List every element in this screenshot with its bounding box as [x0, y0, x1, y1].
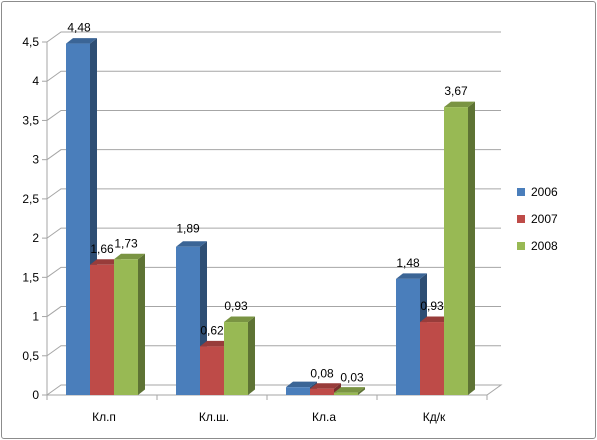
bar-top: [444, 101, 475, 108]
legend-label: 2008: [531, 239, 558, 253]
y-tick-label: 0: [32, 388, 39, 402]
x-tick-label: Кл.ш.: [199, 410, 229, 424]
x-tick-label: Кл.п: [92, 410, 116, 424]
bar: [90, 264, 114, 395]
data-label: 0,93: [420, 299, 444, 313]
y-tick-label: 4,5: [22, 35, 39, 49]
data-label: 1,66: [90, 242, 114, 256]
y-tick-label: 4: [32, 74, 39, 88]
bar-top: [396, 273, 427, 279]
y-tick-label: 2,5: [22, 192, 39, 206]
bar-side: [358, 387, 365, 395]
data-label: 0,62: [200, 323, 224, 337]
bar-side: [248, 316, 255, 395]
data-label: 0,93: [224, 299, 248, 313]
data-label: 0,08: [310, 367, 334, 381]
bar: [224, 322, 248, 395]
bar-top: [90, 259, 121, 265]
bar-side: [468, 101, 475, 395]
y-tick-label: 0,5: [22, 349, 39, 363]
bar: [334, 392, 358, 395]
legend-swatch: [517, 242, 525, 250]
gridline: [46, 345, 501, 357]
gridline: [46, 188, 501, 200]
gridline: [46, 149, 501, 161]
bar-top: [310, 383, 341, 389]
bar-top: [420, 316, 451, 323]
x-tick-label: Кд/к: [423, 410, 446, 424]
bar-top: [114, 253, 145, 260]
data-label: 3,67: [444, 84, 468, 98]
data-label: 0,03: [340, 371, 364, 385]
bar: [66, 43, 90, 396]
legend-swatch: [517, 215, 525, 223]
bar: [200, 346, 224, 395]
data-label: 1,73: [114, 236, 138, 250]
bar-top: [176, 241, 207, 247]
bar-top: [334, 387, 365, 393]
legend-swatch: [517, 188, 525, 196]
data-labels: 4,481,66 1,731,890,620,930,08 0,031,480,93…: [67, 21, 468, 385]
gridline: [46, 227, 501, 239]
y-tick-label: 1,5: [22, 270, 39, 284]
bar: [286, 387, 310, 395]
bar-top: [66, 38, 97, 44]
bar: [444, 107, 468, 395]
gridline: [46, 109, 501, 121]
x-axis: Кл.п Кл.ш. Кл.а Кд/к: [46, 395, 488, 424]
legend-label: 2007: [531, 212, 558, 226]
y-axis: 0 0,5 1 1,5 2 2,5 3 3,5 4 4,5: [22, 35, 47, 402]
gridlines: [46, 31, 501, 357]
bar: [396, 278, 420, 395]
data-label: 1,89: [176, 222, 200, 236]
gridline: [46, 70, 501, 82]
gridline: [46, 266, 501, 278]
y-tick-label: 2: [32, 231, 39, 245]
bar: [176, 246, 200, 395]
x-tick-label: Кл.а: [312, 410, 336, 424]
bar-top: [200, 340, 231, 347]
bar: [114, 259, 138, 395]
bar-top: [224, 316, 255, 323]
legend: 2006 2007 2008: [517, 185, 558, 253]
bar: [310, 388, 334, 395]
y-tick-label: 3: [32, 153, 39, 167]
bar: [420, 322, 444, 395]
y-tick-label: 3,5: [22, 113, 39, 127]
gridline: [46, 306, 501, 317]
legend-label: 2006: [531, 185, 558, 199]
bar-top: [286, 381, 317, 388]
data-label: 4,48: [67, 21, 91, 35]
y-tick-label: 1: [32, 310, 39, 324]
data-label: 1,48: [396, 256, 420, 270]
bars: [66, 38, 475, 396]
bar-side: [138, 253, 145, 395]
gridline: [46, 31, 501, 43]
